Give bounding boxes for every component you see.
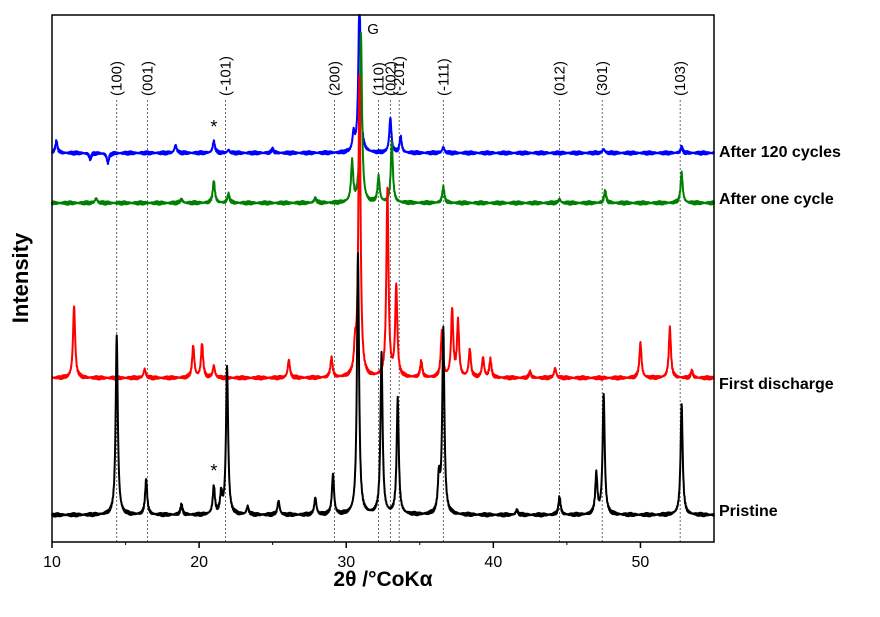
reflection-label-301: (301): [594, 61, 611, 96]
annotation-star-after-120-cycles: *: [210, 117, 217, 137]
x-tick-label-10: 10: [43, 554, 61, 571]
plot-frame: [51, 14, 715, 543]
reflection-label-201: (-201): [391, 56, 408, 96]
series-lines: [51, 14, 715, 518]
series-label-pristine: Pristine: [719, 503, 778, 520]
reflection-label-111: (-111): [435, 58, 452, 96]
series-label-after-120-cycles: After 120 cycles: [719, 144, 841, 161]
series-line-after-120-cycles: [51, 14, 715, 166]
reflection-label-012: (012): [552, 61, 569, 96]
reflection-label-001: (001): [140, 61, 157, 96]
series-label-first-discharge: First discharge: [719, 376, 834, 393]
x-axis: 10 20 30 40 50: [43, 542, 649, 571]
x-tick-label-40: 40: [484, 554, 502, 571]
annotation-g: G: [367, 21, 379, 38]
reflection-label-110: (110): [371, 62, 388, 96]
x-tick-label-30: 30: [337, 554, 355, 571]
series-line-after-one-cycle: [51, 31, 715, 206]
y-axis-title: Intensity: [8, 232, 33, 323]
x-axis-title: 2θ /°CoKα: [333, 568, 432, 591]
reflection-label-101: (-101): [218, 56, 235, 96]
annotation-star-pristine: *: [210, 461, 217, 481]
series-line-pristine: [51, 252, 715, 518]
series-label-after-one-cycle: After one cycle: [719, 191, 834, 208]
series-labels: After 120 cycles After one cycle First dis…: [719, 144, 841, 520]
annotations: G * *: [210, 21, 379, 481]
x-tick-label-50: 50: [632, 554, 650, 571]
reflection-label-100: (100): [109, 61, 126, 96]
series-line-first-discharge: [51, 74, 715, 381]
reflection-label-103: (103): [672, 61, 689, 96]
reflection-label-002: (002): [382, 61, 399, 96]
x-tick-label-20: 20: [190, 554, 208, 571]
reflection-label-200: (200): [326, 61, 343, 96]
